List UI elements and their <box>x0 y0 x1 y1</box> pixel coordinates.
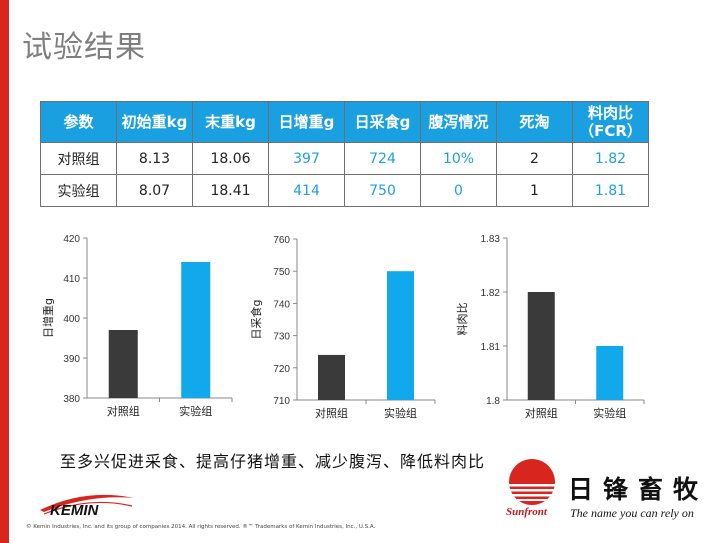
table-cell: 0 <box>420 174 497 207</box>
y-tick-label: 1.82 <box>481 288 501 299</box>
header-cell: 腹泻情况 <box>420 101 497 143</box>
header-cell: 死淘 <box>496 101 573 143</box>
x-tick-label: 对照组 <box>315 406 348 420</box>
y-tick-label: 1.8 <box>486 396 500 407</box>
table-cell: 18.41 <box>192 174 269 207</box>
table-row: 实验组 8.07 18.41 414 750 0 1 1.81 <box>40 174 649 207</box>
table-cell: 对照组 <box>40 142 117 175</box>
conclusion-text: 至多兴促进采食、提高仔猪增重、减少腹泻、降低料肉比 <box>60 452 486 471</box>
brand-slogan: The name you can rely on <box>570 506 694 520</box>
y-tick-label: 740 <box>273 299 290 310</box>
table-header-row: 参数 初始重kg 末重kg 日增重g 日采食g 腹泻情况 死淘 料肉比 （FCR… <box>40 101 649 143</box>
table-cell: 2 <box>496 142 573 175</box>
brand-chinese-name: 日锋畜牧 <box>568 475 709 504</box>
y-tick-label: 750 <box>273 267 290 278</box>
table-cell: 8.07 <box>116 174 193 207</box>
y-tick-label: 710 <box>273 396 290 407</box>
y-tick-label: 420 <box>63 234 80 245</box>
x-tick-label: 实验组 <box>384 406 417 420</box>
header-cell: 参数 <box>40 101 117 143</box>
table-row: 对照组 8.13 18.06 397 724 10% 2 1.82 <box>40 142 649 175</box>
table-cell: 397 <box>268 142 345 175</box>
header-cell: 末重kg <box>192 101 269 143</box>
kemin-logo-text: KEMIN <box>50 502 100 519</box>
x-tick-label: 对照组 <box>525 406 558 420</box>
copyright-text: © Kemin Industries, Inc. and its group o… <box>26 524 376 530</box>
y-axis-label: 日增重g <box>41 298 55 338</box>
table-cell: 1.81 <box>572 174 649 207</box>
page-title: 试验结果 <box>22 30 146 65</box>
y-axis-label: 日采食g <box>249 300 263 340</box>
x-tick-label: 对照组 <box>107 404 140 418</box>
header-cell: 日增重g <box>268 101 345 143</box>
y-tick-label: 410 <box>63 274 80 285</box>
bar-control <box>108 330 138 398</box>
header-cell: 日采食g <box>344 101 421 143</box>
sunfront-logo-icon <box>507 459 557 505</box>
y-tick-label: 400 <box>63 314 80 325</box>
table-cell: 10% <box>420 142 497 175</box>
bar-test <box>387 271 414 400</box>
table-cell: 实验组 <box>40 174 117 207</box>
bar-control <box>527 292 555 400</box>
y-tick-label: 720 <box>273 364 290 375</box>
left-accent-bar <box>0 0 9 543</box>
table-cell: 18.06 <box>192 142 269 175</box>
y-tick-label: 1.81 <box>481 342 501 353</box>
table-cell: 724 <box>344 142 421 175</box>
bar-test <box>596 346 624 400</box>
table-cell: 750 <box>344 174 421 207</box>
y-tick-label: 730 <box>273 332 290 343</box>
table-cell: 1.82 <box>572 142 649 175</box>
bar-control <box>318 354 345 400</box>
y-tick-label: 390 <box>63 354 80 365</box>
y-tick-label: 380 <box>63 394 80 405</box>
header-cell: 初始重kg <box>116 101 193 143</box>
kemin-logo: KEMIN <box>40 494 134 519</box>
y-tick-label: 760 <box>273 235 290 246</box>
y-axis-label: 料肉比 <box>455 303 469 336</box>
y-tick-label: 1.83 <box>481 234 501 245</box>
x-tick-label: 实验组 <box>593 406 626 420</box>
results-table: 参数 初始重kg 末重kg 日增重g 日采食g 腹泻情况 死淘 料肉比 （FCR… <box>40 101 649 207</box>
bar-test <box>181 262 211 398</box>
x-tick-label: 实验组 <box>179 404 212 418</box>
table-cell: 1 <box>496 174 573 207</box>
brand-english-name: Sunfront <box>506 506 547 518</box>
